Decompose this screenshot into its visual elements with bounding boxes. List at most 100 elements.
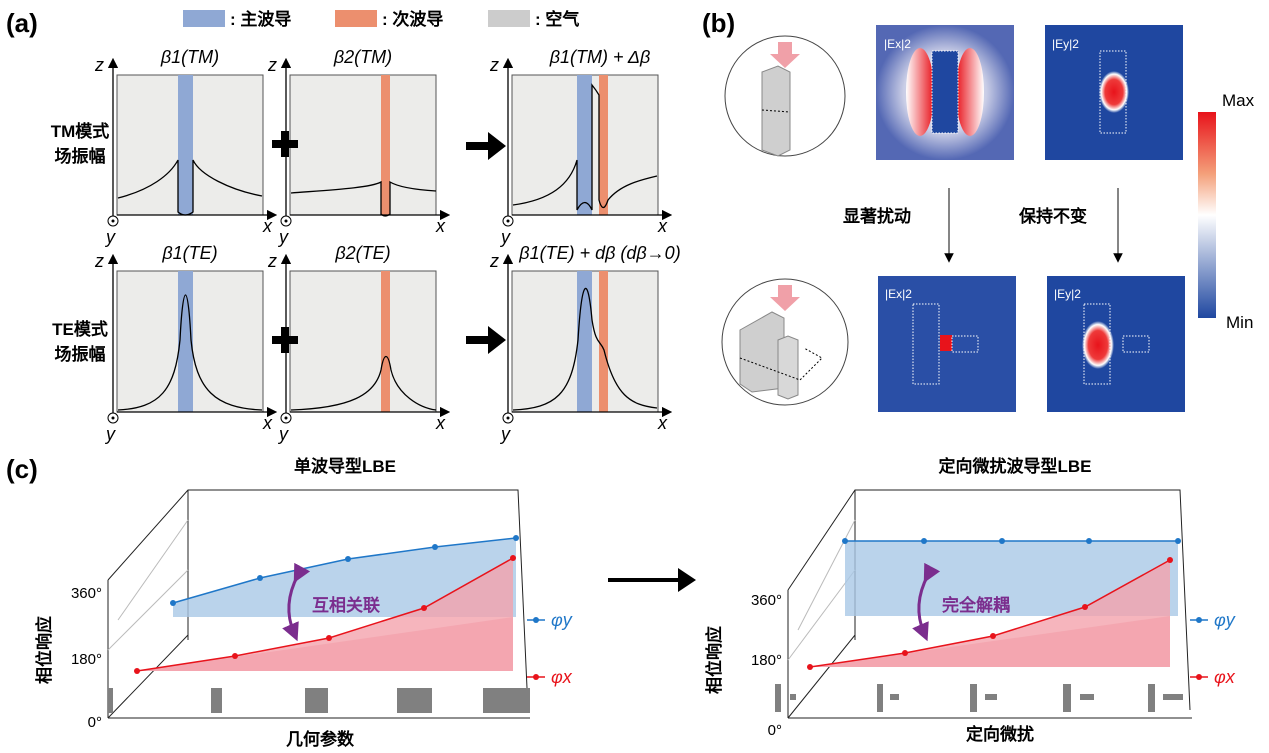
double-arrow-icon bbox=[282, 562, 311, 642]
field-map-ex-top: |Ex|2 bbox=[876, 25, 1014, 160]
y-tick: 0° bbox=[88, 714, 102, 731]
phi-x-line-point bbox=[1167, 557, 1173, 563]
right-title: 定向微扰波导型LBE bbox=[939, 456, 1092, 476]
map-label: |Ex|2 bbox=[885, 287, 912, 301]
axis-z-label: z bbox=[94, 251, 104, 271]
te1-curve bbox=[117, 294, 263, 411]
map-label: |Ey|2 bbox=[1052, 37, 1079, 51]
phi-y-line-point bbox=[921, 538, 927, 544]
field-plot: z x y β1(TE) + dβ (dβ→0) bbox=[489, 243, 681, 444]
row-label-te-2: 场振幅 bbox=[55, 344, 106, 364]
axis-z-label: z bbox=[489, 251, 499, 271]
axis-z-label: z bbox=[267, 251, 277, 271]
legend-main: : 主波导 bbox=[230, 9, 291, 29]
colorbar-max: Max bbox=[1222, 91, 1255, 110]
row-label-te: TE模式 bbox=[52, 319, 108, 339]
panel-c-label: (c) bbox=[6, 454, 38, 484]
plus-icon bbox=[272, 131, 298, 157]
y-tick: 180° bbox=[71, 651, 102, 668]
phi-y-line-point bbox=[842, 538, 848, 544]
phi-y-line-point bbox=[170, 600, 176, 606]
phi-x-line-point bbox=[1082, 604, 1088, 610]
annotation: 互相关联 bbox=[312, 595, 380, 615]
phi-x-line-point bbox=[232, 653, 238, 659]
field-map-ey-top: |Ey|2 bbox=[1045, 25, 1183, 160]
axis-z-label: z bbox=[94, 55, 104, 75]
field-plot: z x y β2(TE) bbox=[267, 243, 451, 444]
geometry-bar bbox=[1163, 694, 1183, 700]
plot-title: β1(TM) bbox=[160, 47, 219, 67]
arrow-label-perturbed: 显著扰动 bbox=[843, 206, 911, 226]
legend-swatch-secondary bbox=[335, 10, 377, 27]
double-arrow-icon bbox=[912, 562, 941, 642]
tm2-curve bbox=[290, 180, 437, 217]
plot-title: β1(TE) + dβ (dβ→0) bbox=[518, 243, 680, 263]
annotation: 完全解耦 bbox=[942, 595, 1010, 615]
axis-x-label: x bbox=[262, 216, 273, 236]
map-label: |Ey|2 bbox=[1054, 287, 1081, 301]
geometry-bar bbox=[211, 688, 222, 713]
axis-x-label: x bbox=[657, 413, 668, 433]
phi-y-line-point bbox=[1175, 538, 1181, 544]
axis-y-label: y bbox=[104, 227, 116, 247]
phi-y-line-point bbox=[513, 535, 519, 541]
axis-y-label: y bbox=[499, 227, 511, 247]
geometry-bar bbox=[483, 688, 530, 713]
phi-y-line-point bbox=[999, 538, 1005, 544]
tm3-curve bbox=[512, 83, 658, 211]
plus-icon bbox=[272, 327, 298, 353]
row-label-tm: TM模式 bbox=[51, 121, 110, 141]
arrow-label-unchanged: 保持不变 bbox=[1018, 206, 1087, 226]
phi-x-line-point bbox=[902, 650, 908, 656]
y-tick: 360° bbox=[71, 585, 102, 602]
geometry-bar bbox=[775, 684, 781, 712]
phi-x-line-point bbox=[134, 668, 140, 674]
axis-z-label: z bbox=[267, 55, 277, 75]
panel-a-label: (a) bbox=[6, 8, 38, 38]
geometry-bar bbox=[1148, 684, 1155, 712]
legend-secondary: : 次波导 bbox=[382, 9, 443, 29]
axis-z-label: z bbox=[489, 55, 499, 75]
axis-x-label: x bbox=[435, 216, 446, 236]
legend-swatch-air bbox=[488, 10, 530, 27]
x-axis-label: 几何参数 bbox=[286, 729, 355, 749]
map-label: |Ex|2 bbox=[884, 37, 911, 51]
legend-phi-x: φx bbox=[1214, 667, 1236, 687]
geometry-bar bbox=[305, 688, 328, 713]
left-title: 单波导型LBE bbox=[294, 456, 396, 476]
colorbar bbox=[1198, 112, 1216, 318]
phi-y-line-point bbox=[1086, 538, 1092, 544]
y-tick: 180° bbox=[751, 652, 782, 669]
row-label-tm-2: 场振幅 bbox=[55, 146, 106, 166]
axis-x-label: x bbox=[435, 413, 446, 433]
y-axis-label: 相位响应 bbox=[704, 626, 724, 694]
y-axis-label: 相位响应 bbox=[34, 616, 54, 684]
axis-y-label: y bbox=[277, 227, 289, 247]
geometry-bar bbox=[1063, 684, 1071, 712]
arrow-right-icon bbox=[466, 132, 506, 160]
te2-curve bbox=[290, 355, 437, 411]
geometry-bar bbox=[985, 694, 997, 700]
field-plot: z x y β1(TM) + Δβ bbox=[489, 47, 673, 247]
geometry-bar bbox=[890, 694, 899, 700]
panel-b-label: (b) bbox=[702, 8, 735, 38]
phi-y-line-point bbox=[432, 544, 438, 550]
phi-x-line-point bbox=[807, 664, 813, 670]
geometry-bar bbox=[397, 688, 432, 713]
phi-y-line-point bbox=[345, 556, 351, 562]
field-plot: z x y β1(TM) bbox=[94, 47, 278, 247]
plot-title: β1(TE) bbox=[161, 243, 217, 263]
legend: : 主波导 : 次波导 : 空气 bbox=[183, 9, 579, 29]
secondary-pillar bbox=[777, 335, 799, 400]
geometry-bar bbox=[1080, 694, 1094, 700]
phi-x-line-point bbox=[990, 633, 996, 639]
geometry-bar bbox=[108, 688, 113, 713]
field-map-ey-bottom: |Ey|2 bbox=[1047, 276, 1185, 412]
legend-phi-x: φx bbox=[551, 667, 573, 687]
waveguide-pillar bbox=[761, 65, 791, 157]
geometry-bar bbox=[970, 684, 977, 712]
legend-swatch-main bbox=[183, 10, 225, 27]
phi-x-line-point bbox=[510, 555, 516, 561]
